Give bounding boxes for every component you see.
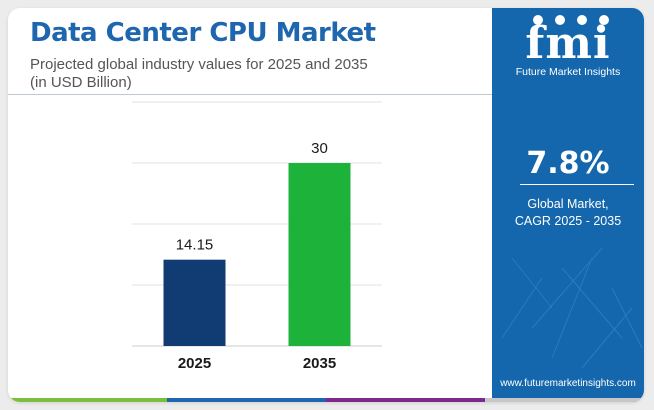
data-label-2035: 30 [311,140,328,157]
cagr-value: 7.8% [526,146,610,181]
cagr-label-line1: Global Market, [527,197,609,211]
page-title: Data Center CPU Market [30,18,376,48]
website-link[interactable]: www.futuremarketinsights.com [500,378,636,389]
x-tick-label-2025: 2025 [178,355,211,372]
data-label-2025: 14.15 [176,237,214,254]
bar-chart: 14.15 2025 30 2035 [132,101,382,372]
accent-segment [326,398,485,402]
panel-texture [501,247,643,369]
infographic-card: Data Center CPU Market Projected global … [8,8,644,402]
logo-subtitle: Future Market Insights [515,66,621,78]
fmi-logo: fmi Future Market Insights [492,8,644,88]
logo-wordmark: fmi [525,18,611,69]
cagr-label: Global Market, CAGR 2025 - 2035 [492,196,644,230]
accent-segment [167,398,326,402]
subtitle-line: Projected global industry values for 202… [30,56,368,73]
x-tick-label-2035: 2035 [303,355,336,372]
cagr-label-line2: CAGR 2025 - 2035 [514,214,622,228]
accent-bar [8,398,644,402]
bar-2035 [288,163,351,346]
bar-2025 [163,259,226,346]
unit-note: (in USD Billion) [30,74,132,91]
accent-segment [8,398,167,402]
accent-segment [485,398,644,402]
title-divider [8,94,492,95]
logo-icons [533,15,609,25]
cagr-divider [520,184,634,185]
chart-subtitle: Projected global industry values for 202… [30,56,470,92]
brand-panel: fmi Future Market Insights 7.8% Global M… [492,8,644,402]
